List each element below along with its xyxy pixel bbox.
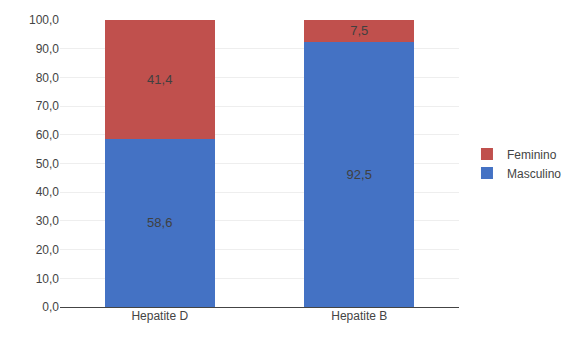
- svg-text:30,0: 30,0: [36, 214, 60, 228]
- svg-text:90,0: 90,0: [36, 42, 60, 56]
- svg-text:80,0: 80,0: [36, 71, 60, 85]
- svg-text:92,5: 92,5: [347, 167, 372, 182]
- svg-text:58,6: 58,6: [147, 215, 172, 230]
- svg-text:Hepatite D: Hepatite D: [131, 309, 188, 323]
- svg-text:0,0: 0,0: [42, 300, 59, 314]
- svg-text:20,0: 20,0: [36, 243, 60, 257]
- svg-text:7,5: 7,5: [350, 23, 368, 38]
- svg-text:Feminino: Feminino: [507, 148, 557, 162]
- svg-text:70,0: 70,0: [36, 99, 60, 113]
- svg-text:Masculino: Masculino: [507, 167, 561, 181]
- svg-text:41,4: 41,4: [147, 72, 172, 87]
- svg-text:Hepatite B: Hepatite B: [331, 309, 387, 323]
- svg-text:40,0: 40,0: [36, 185, 60, 199]
- svg-text:100,0: 100,0: [29, 13, 59, 27]
- svg-text:10,0: 10,0: [36, 272, 60, 286]
- svg-text:60,0: 60,0: [36, 128, 60, 142]
- svg-text:50,0: 50,0: [36, 157, 60, 171]
